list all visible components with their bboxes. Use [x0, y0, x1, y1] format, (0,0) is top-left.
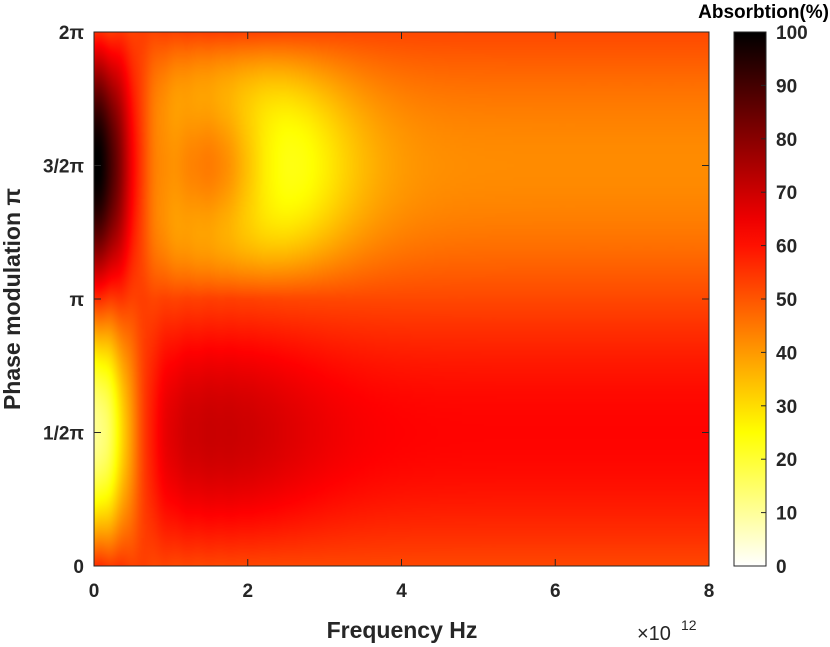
x-tick-label: 6: [550, 581, 561, 602]
colorbar-tick-label: 40: [776, 343, 797, 364]
y-tick-label: 3/2π: [43, 157, 84, 178]
x-tick-label: 0: [89, 581, 100, 602]
colorbar: 0 10 20 30 40 50 60 70 80 90 100 Absorbtion(%): [698, 2, 829, 578]
x-axis-ticks: 0 2 4 6 8: [89, 32, 715, 602]
y-tick-label: 2π: [59, 23, 85, 44]
y-axis-title: Phase modulation π: [0, 188, 25, 410]
x-axis-title: Frequency Hz: [327, 617, 478, 643]
x-exponent-power: 12: [681, 617, 697, 633]
colorbar-ticks: 0 10 20 30 40 50 60 70 80 90 100: [761, 23, 808, 578]
colorbar-tick-label: 60: [776, 237, 797, 258]
x-tick-label: 8: [704, 581, 715, 602]
x-exponent-base: ×10: [637, 623, 671, 645]
y-tick-label: 1/2π: [43, 424, 84, 445]
y-tick-label: 0: [73, 557, 84, 578]
heatmap-image: [94, 32, 709, 566]
x-tick-label: 4: [396, 581, 407, 602]
colorbar-tick-label: 90: [776, 76, 797, 97]
x-tick-label: 2: [242, 581, 253, 602]
y-axis-ticks: 0 1/2π π 3/2π 2π: [43, 23, 709, 578]
colorbar-tick-label: 20: [776, 450, 797, 471]
colorbar-tick-label: 70: [776, 183, 797, 204]
colorbar-tick-label: 80: [776, 130, 797, 151]
plot-area: [93, 31, 710, 567]
x-axis-exponent: ×10 12: [637, 617, 697, 645]
colorbar-tick-label: 10: [776, 504, 797, 525]
colorbar-tick-label: 100: [776, 23, 808, 44]
colorbar-title: Absorbtion(%): [698, 2, 829, 23]
y-tick-label: π: [69, 290, 84, 311]
colorbar-tick-label: 50: [776, 290, 797, 311]
colorbar-tick-label: 30: [776, 397, 797, 418]
colorbar-tick-label: 0: [776, 557, 787, 578]
